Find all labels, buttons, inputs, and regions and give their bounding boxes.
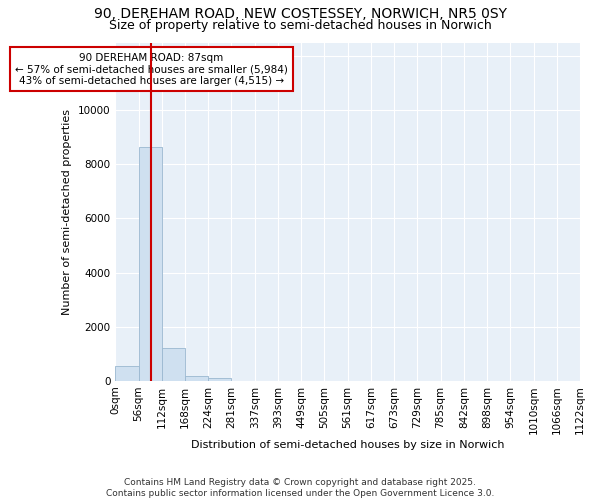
Text: 90, DEREHAM ROAD, NEW COSTESSEY, NORWICH, NR5 0SY: 90, DEREHAM ROAD, NEW COSTESSEY, NORWICH… bbox=[94, 8, 506, 22]
Text: Size of property relative to semi-detached houses in Norwich: Size of property relative to semi-detach… bbox=[109, 19, 491, 32]
Bar bbox=[162, 348, 185, 381]
Y-axis label: Number of semi-detached properties: Number of semi-detached properties bbox=[62, 108, 72, 314]
Text: 90 DEREHAM ROAD: 87sqm
← 57% of semi-detached houses are smaller (5,984)
43% of : 90 DEREHAM ROAD: 87sqm ← 57% of semi-det… bbox=[15, 52, 288, 86]
Text: Contains HM Land Registry data © Crown copyright and database right 2025.
Contai: Contains HM Land Registry data © Crown c… bbox=[106, 478, 494, 498]
X-axis label: Distribution of semi-detached houses by size in Norwich: Distribution of semi-detached houses by … bbox=[191, 440, 505, 450]
Bar bbox=[139, 146, 162, 381]
Bar bbox=[208, 378, 232, 381]
Bar bbox=[185, 376, 208, 381]
Bar bbox=[115, 366, 139, 381]
